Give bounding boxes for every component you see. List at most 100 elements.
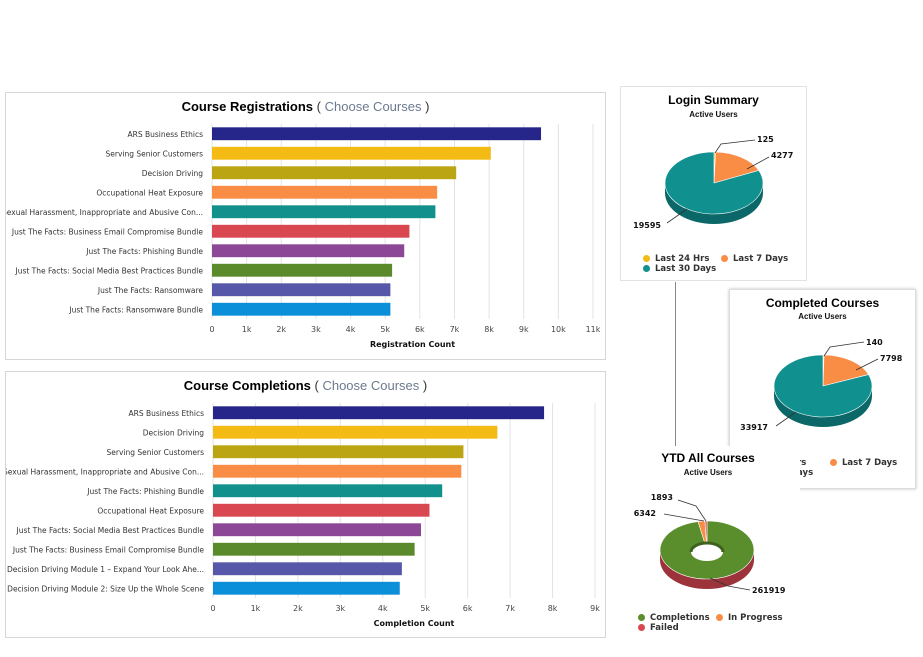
completions-bar-chart: 0 1k 2k 3k 4k 5k 6k 7k 8k 9k ARS Business Ethics De… <box>6 403 600 628</box>
category-label: Sexual Harassment, Inappropriate and Abu… <box>6 208 203 217</box>
legend-dot <box>643 255 650 262</box>
x-tick-label: 8k <box>484 325 494 334</box>
x-tick-label: 0 <box>209 325 214 334</box>
category-label: Sexual Harassment, Inappropriate and Abu… <box>6 467 204 476</box>
registrations-title: Course Registrations ( Choose Courses ) <box>181 99 430 114</box>
x-tick-label: 5k <box>420 604 430 613</box>
legend-item-failed[interactable]: Failed <box>638 623 679 633</box>
bar <box>213 445 464 459</box>
legend-dot <box>643 265 650 272</box>
bar <box>212 283 391 297</box>
ytd-panel: YTD All Courses Active Users 261919 6342 1… <box>616 446 800 646</box>
leader-line <box>677 499 707 522</box>
category-label: Just The Facts: Social Media Best Practi… <box>15 526 204 535</box>
category-label: Decision Driving <box>143 428 205 437</box>
x-tick-label: 9k <box>590 604 600 613</box>
x-axis-title: Completion Count <box>374 619 455 628</box>
category-label: Decision Driving <box>142 169 204 178</box>
choose-courses-link[interactable]: Choose Courses <box>324 99 422 114</box>
legend-item-in-progress[interactable]: In Progress <box>716 613 783 623</box>
value-label: 19595 <box>633 221 661 230</box>
registrations-bar-chart: 0 1k 2k 3k 4k 5k 6k 7k 8k 9k 10k 11k ARS Business Et… <box>6 124 601 349</box>
bar <box>212 302 391 316</box>
leader-line <box>663 513 705 522</box>
category-label: Just The Facts: Ransomware Bundle <box>68 305 203 314</box>
ytd-subtitle: Active Users <box>683 468 733 477</box>
x-tick-label: 11k <box>586 325 601 334</box>
legend-item-last-7-days[interactable]: Last 7 Days <box>830 458 897 468</box>
value-label: 4277 <box>771 151 793 160</box>
category-label: Just The Facts: Phishing Bundle <box>85 247 203 256</box>
category-label: ARS Business Ethics <box>129 409 205 418</box>
bar <box>212 205 436 219</box>
x-tick-label: 7k <box>505 604 515 613</box>
leader-line <box>855 358 879 371</box>
leader-line <box>666 208 688 224</box>
bar <box>213 484 443 498</box>
leader-line <box>714 139 756 154</box>
donut-hole <box>691 543 723 561</box>
bar <box>213 542 415 556</box>
x-axis-title: Registration Count <box>370 340 455 349</box>
completed-courses-subtitle: Active Users <box>798 312 847 321</box>
bar <box>213 523 421 537</box>
legend-item-last-30-days[interactable]: Last 30 Days <box>643 264 716 274</box>
leader-line <box>823 341 865 357</box>
bar <box>212 185 438 199</box>
legend-dot <box>716 614 723 621</box>
login-pie-chart: 125 4277 19595 <box>633 135 793 230</box>
category-label: Serving Senior Customers <box>107 448 205 457</box>
bar <box>212 224 410 238</box>
registrations-panel: Course Registrations ( Choose Courses ) … <box>5 92 606 360</box>
bar <box>213 562 402 576</box>
completed-courses-title: Completed Courses <box>765 296 880 310</box>
value-label: 7798 <box>880 354 903 363</box>
x-tick-label: 3k <box>335 604 345 613</box>
legend-dot <box>721 255 728 262</box>
ytd-title: YTD All Courses <box>661 451 755 465</box>
pie-slice <box>822 354 869 387</box>
x-tick-label: 3k <box>311 325 321 334</box>
value-label: 125 <box>757 135 774 144</box>
ytd-donut-chart: 261919 6342 1893 <box>634 493 786 595</box>
x-tick-label: 4k <box>346 325 356 334</box>
pie-slice <box>664 151 764 215</box>
login-summary-title: Login Summary <box>668 93 759 107</box>
leader-line <box>746 156 770 170</box>
value-label: 33917 <box>740 423 768 432</box>
bar <box>212 127 542 141</box>
x-tick-label: 7k <box>450 325 460 334</box>
leader-line <box>709 577 751 591</box>
bar <box>213 464 462 478</box>
bar <box>212 146 491 160</box>
value-label: 6342 <box>634 509 656 518</box>
ytd-legend: Completions In Progress Failed <box>616 612 800 642</box>
legend-dot <box>638 614 645 621</box>
x-tick-label: 0 <box>210 604 215 613</box>
donut-hole-edge <box>689 541 725 553</box>
legend-dot <box>830 459 837 466</box>
login-summary-subtitle: Active Users <box>689 110 738 119</box>
bar <box>213 581 400 595</box>
legend-item-last-30-days[interactable]: Days <box>790 468 814 478</box>
choose-courses-link[interactable]: Choose Courses <box>322 378 420 393</box>
category-label: ARS Business Ethics <box>128 130 204 139</box>
legend-item-last-24-hrs[interactable]: Last 24 Hrs <box>643 254 709 264</box>
x-tick-label: 2k <box>276 325 286 334</box>
value-label: 261919 <box>752 586 786 595</box>
bar <box>212 244 405 258</box>
bar <box>213 425 498 439</box>
x-tick-label: 6k <box>415 325 425 334</box>
category-label: Just The Facts: Ransomware <box>97 286 203 295</box>
bar <box>212 166 457 180</box>
pie-slice <box>773 354 873 418</box>
category-label: Decision Driving Module 1 – Expand Your … <box>7 565 204 574</box>
legend-item-completions[interactable]: Completions <box>638 613 710 623</box>
legend-item-last-7-days[interactable]: Last 7 Days <box>721 254 788 264</box>
completions-panel: Course Completions ( Choose Courses ) 0 1… <box>5 371 606 638</box>
x-tick-label: 10k <box>551 325 566 334</box>
category-label: Decision Driving Module 2: Size Up the W… <box>7 584 204 593</box>
connector-line <box>675 282 676 447</box>
category-label: Serving Senior Customers <box>106 149 204 158</box>
login-summary-panel: Login Summary Active Users 125 4277 19595 … <box>620 86 807 281</box>
